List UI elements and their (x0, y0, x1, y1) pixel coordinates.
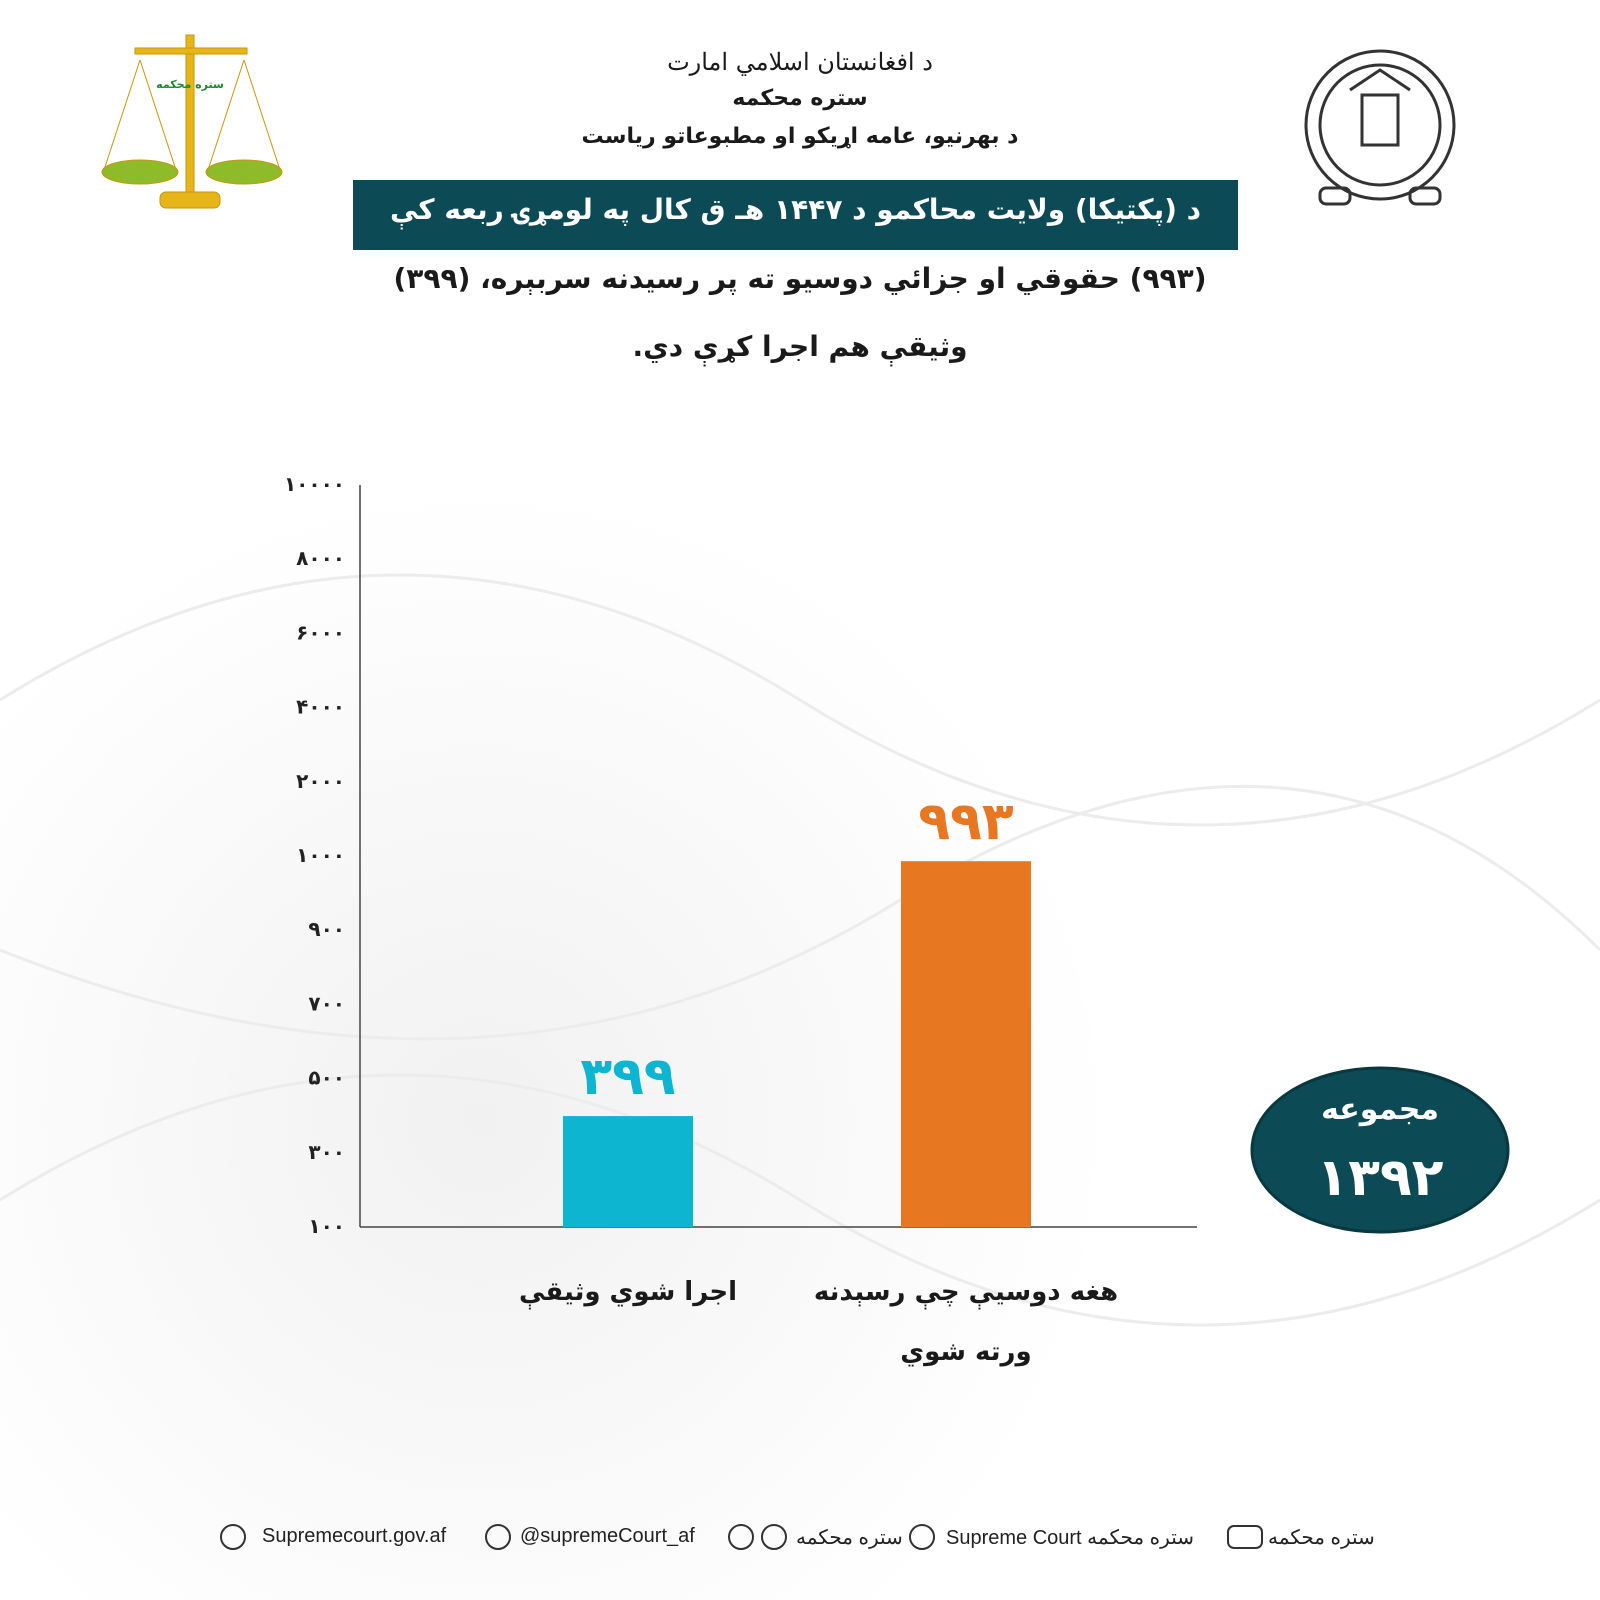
y-tick-label: ۱۰۰ (308, 1214, 345, 1238)
title-box (353, 180, 1238, 250)
y-tick-label: ۶۰۰۰ (296, 620, 345, 644)
footer-website: Supremecourt.gov.af (262, 1525, 447, 1547)
bar (563, 1116, 693, 1227)
y-tick-label: ۲۰۰۰ (296, 769, 345, 793)
department: د بهرنيو، عامه اړيکو او مطبوعاتو رياست (581, 124, 1019, 149)
y-tick-label: ۷۰۰ (308, 991, 345, 1015)
subtitle: (۹۹۳) حقوقي او جزائي دوسيو ته پر رسيدنه … (393, 262, 1207, 295)
total-value: ۱۳۹۲ (1316, 1148, 1444, 1208)
court-name: ستره محکمه (732, 86, 868, 111)
total-box (1250, 1066, 1510, 1234)
footer-x: @supremeCourt_af (520, 1525, 695, 1547)
value-label: ۹۹۳ (918, 792, 1013, 852)
y-tick-label: ۱۰۰۰ (296, 843, 345, 867)
y-tick-label: ۸۰۰۰ (296, 546, 345, 570)
chart-title: د (پکتيکا) ولايت محاکمو د ۱۴۴۷ هـ ق کال … (389, 193, 1202, 226)
emirate-name: د افغانستان اسلامي امارت (667, 48, 933, 76)
x-tick-label: هغه دوسيې چې رسېدنه ورته شوي (813, 1277, 1119, 1367)
scales-logo (101, 34, 283, 209)
footer-youtube: ستره محکمه (1268, 1527, 1375, 1549)
y-tick-label: ۵۰۰ (308, 1066, 345, 1090)
x-tick-label: اجرا شوي وثيقې (518, 1277, 738, 1307)
logo-text: ستره محکمه (156, 78, 224, 91)
subtitle: وثيقې هم اجرا کړې دي. (632, 330, 968, 363)
emblem (1304, 49, 1456, 206)
y-tick-label: ۴۰۰۰ (296, 695, 345, 719)
footer-messengers: ستره محکمه (796, 1527, 903, 1549)
y-tick-label: ۹۰۰ (308, 917, 345, 941)
footer-facebook: Supreme Court ستره محکمه (946, 1527, 1194, 1549)
y-tick-label: ۳۰۰ (308, 1140, 345, 1164)
y-tick-label: ۱۰۰۰۰ (284, 472, 345, 496)
total-label: مجموعه (1321, 1092, 1439, 1127)
bar (901, 861, 1031, 1227)
value-label: ۳۹۹ (580, 1047, 675, 1107)
